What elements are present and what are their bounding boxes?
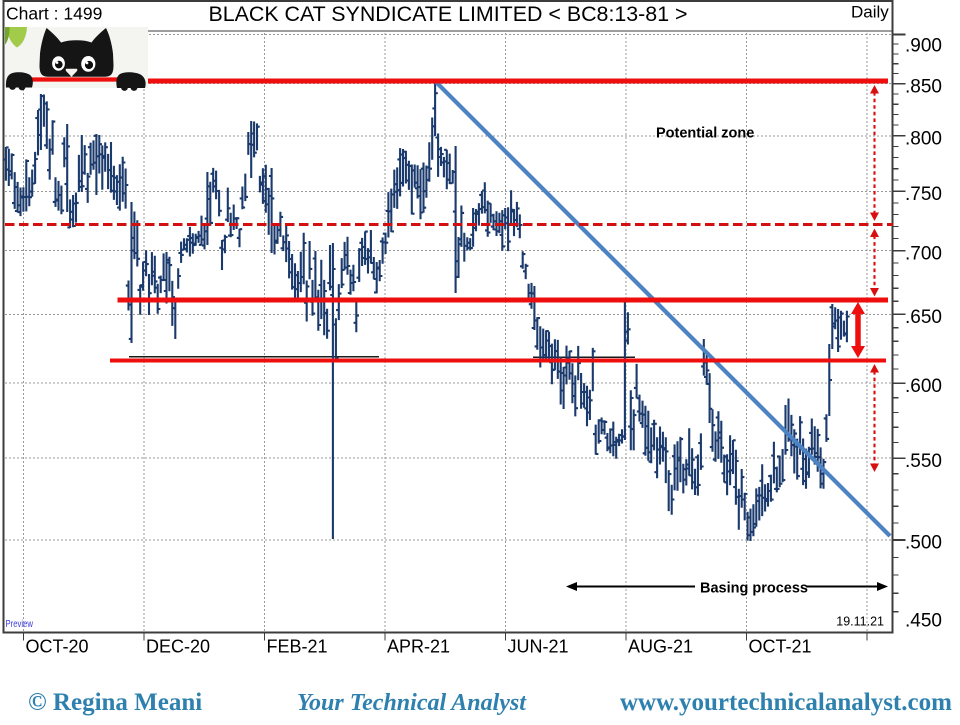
svg-text:Your Technical Analyst: Your Technical Analyst	[297, 690, 527, 716]
svg-text:BLACK CAT SYNDICATE LIMITED <: BLACK CAT SYNDICATE LIMITED < BC8:13-81 …	[208, 2, 687, 26]
svg-text:APR-21: APR-21	[387, 637, 450, 657]
svg-text:Basing process: Basing process	[700, 581, 808, 597]
svg-text:JUN-21: JUN-21	[508, 637, 569, 657]
svg-text:.550: .550	[905, 451, 942, 472]
svg-text:OCT-21: OCT-21	[749, 637, 812, 657]
svg-text:.600: .600	[905, 376, 942, 397]
svg-text:19.11.21: 19.11.21	[836, 615, 884, 629]
svg-text:© Regina Meani: © Regina Meani	[28, 689, 202, 716]
svg-text:www.yourtechnicalanalyst.com: www.yourtechnicalanalyst.com	[620, 689, 952, 716]
svg-text:Preview: Preview	[6, 618, 34, 630]
svg-text:.650: .650	[905, 307, 942, 328]
svg-text:.500: .500	[905, 533, 942, 554]
svg-text:Daily: Daily	[851, 3, 889, 22]
svg-text:AUG-21: AUG-21	[628, 637, 693, 657]
svg-text:.900: .900	[905, 36, 942, 57]
svg-text:FEB-21: FEB-21	[267, 637, 328, 657]
svg-text:.750: .750	[905, 184, 942, 205]
svg-text:Potential zone: Potential zone	[656, 126, 754, 142]
svg-text:.450: .450	[905, 611, 942, 632]
svg-text:.850: .850	[905, 76, 942, 97]
svg-text:.800: .800	[905, 129, 942, 150]
svg-text:DEC-20: DEC-20	[146, 637, 210, 657]
svg-text:Chart : 1499: Chart : 1499	[6, 4, 102, 24]
svg-text:OCT-20: OCT-20	[26, 637, 89, 657]
svg-text:.700: .700	[905, 243, 942, 264]
